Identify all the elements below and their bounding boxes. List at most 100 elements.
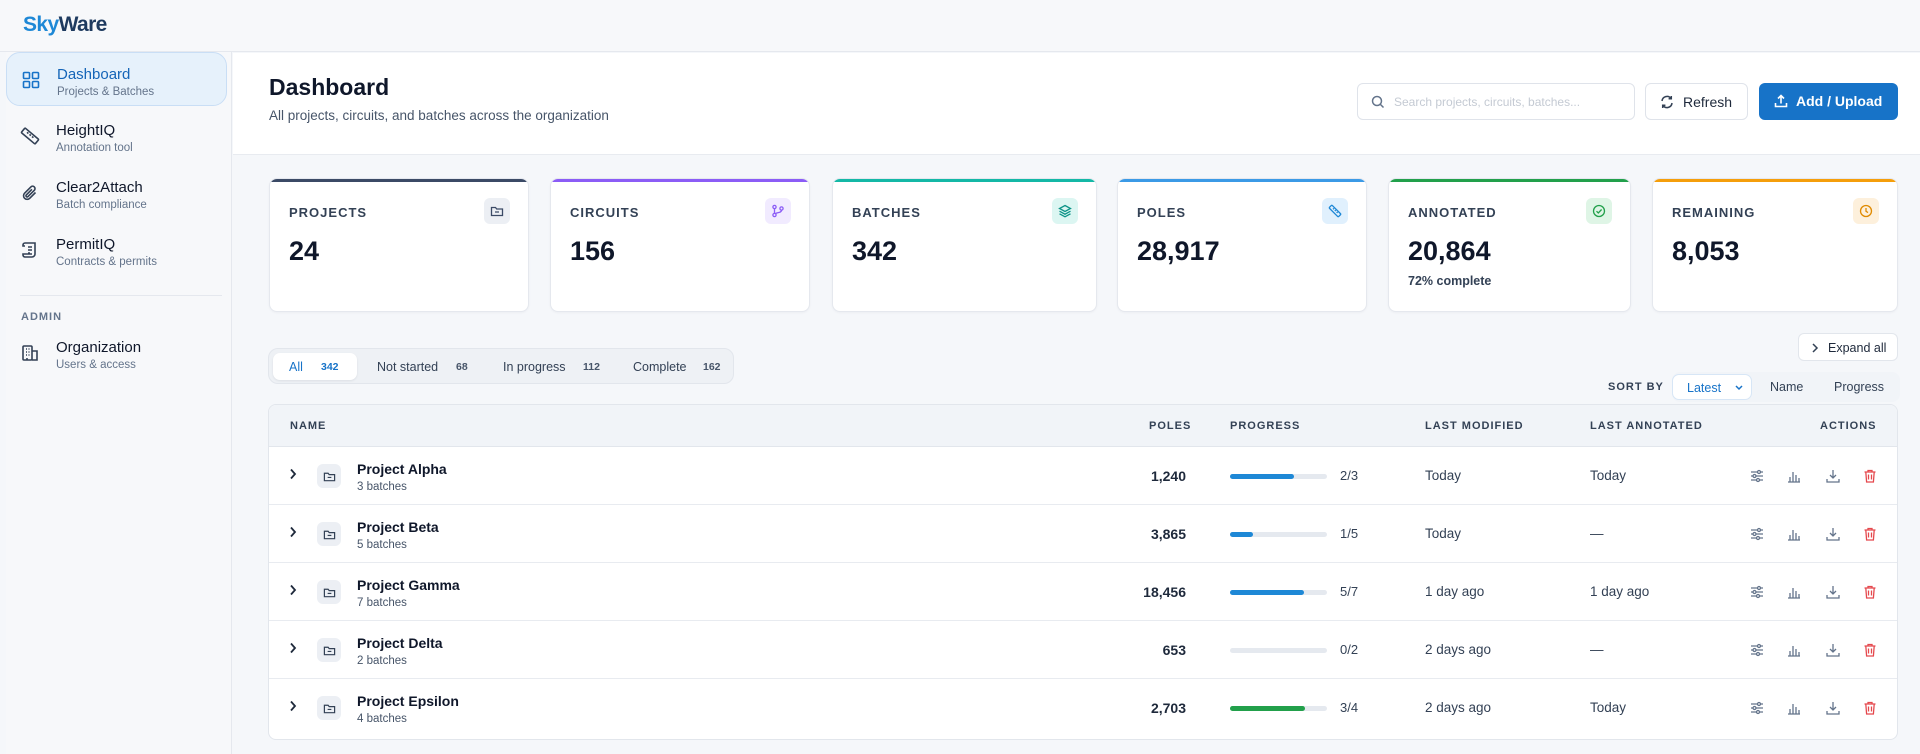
sidebar-item-permitiq[interactable]: PermitIQ Contracts & permits xyxy=(6,223,227,277)
project-name[interactable]: Project Gamma xyxy=(357,577,460,593)
sidebar-item-title: Organization xyxy=(56,339,142,356)
sidebar-item-title: Clear2Attach xyxy=(56,179,143,196)
sidebar-item-dashboard[interactable]: Dashboard Projects & Batches xyxy=(6,52,227,106)
trash-icon[interactable] xyxy=(1862,526,1878,542)
bar-chart-icon[interactable] xyxy=(1786,468,1802,484)
bar-chart-icon[interactable] xyxy=(1786,526,1802,542)
settings-sliders-icon[interactable] xyxy=(1749,468,1765,484)
column-header-last-modified[interactable]: LAST MODIFIED xyxy=(1425,420,1524,432)
filter-tab-complete[interactable]: Complete 162 xyxy=(619,353,729,380)
settings-sliders-icon[interactable] xyxy=(1749,526,1765,542)
table-row[interactable]: Project Alpha 3 batches 1,240 2/3 Today … xyxy=(269,447,1897,505)
project-batch-count: 2 batches xyxy=(357,655,407,667)
sidebar-item-subtitle: Users & access xyxy=(56,359,136,371)
paperclip-icon xyxy=(22,185,37,201)
filter-tab-in-progress[interactable]: In progress 112 xyxy=(491,353,613,380)
chevron-right-icon xyxy=(1812,343,1819,353)
bar-chart-icon[interactable] xyxy=(1786,642,1802,658)
download-icon[interactable] xyxy=(1825,700,1841,716)
sidebar-item-heightiq[interactable]: HeightIQ Annotation tool xyxy=(6,109,227,163)
project-poles: 2,703 xyxy=(1150,700,1186,716)
stat-accent-bar xyxy=(1118,179,1366,182)
search-input[interactable] xyxy=(1394,92,1624,112)
settings-sliders-icon[interactable] xyxy=(1749,700,1765,716)
project-poles: 653 xyxy=(1162,642,1186,658)
expand-row-chevron-icon[interactable] xyxy=(289,584,297,596)
search-box[interactable] xyxy=(1357,83,1635,120)
trash-icon[interactable] xyxy=(1862,700,1878,716)
stat-accent-bar xyxy=(1653,179,1897,182)
settings-sliders-icon[interactable] xyxy=(1749,642,1765,658)
sort-option-latest[interactable]: Latest xyxy=(1672,374,1752,400)
table-row[interactable]: Project Gamma 7 batches 18,456 5/7 1 day… xyxy=(269,563,1897,621)
stat-card-annotated: ANNOTATED 20,864 72% complete xyxy=(1388,178,1631,312)
progress-track xyxy=(1230,474,1327,479)
ruler-icon xyxy=(1322,198,1348,224)
stat-value: 20,864 xyxy=(1408,236,1491,266)
bar-chart-icon[interactable] xyxy=(1786,584,1802,600)
expand-row-chevron-icon[interactable] xyxy=(289,642,297,654)
last-annotated: — xyxy=(1590,526,1604,541)
column-header-last-annotated[interactable]: LAST ANNOTATED xyxy=(1590,420,1703,432)
add-upload-button[interactable]: Add / Upload xyxy=(1759,83,1898,120)
sort-option-label: Latest xyxy=(1687,381,1722,395)
column-header-poles[interactable]: POLES xyxy=(1149,420,1192,432)
project-poles: 18,456 xyxy=(1143,584,1186,600)
bar-chart-icon[interactable] xyxy=(1786,700,1802,716)
stat-value: 342 xyxy=(852,236,898,266)
stat-label: REMAINING xyxy=(1672,205,1756,220)
filter-count: 162 xyxy=(703,361,721,373)
table-row[interactable]: Project Beta 5 batches 3,865 1/5 Today — xyxy=(269,505,1897,563)
skyware-logo[interactable]: SkyWare xyxy=(23,13,107,36)
sort-options: Latest Name Progress xyxy=(1672,372,1900,402)
download-icon[interactable] xyxy=(1825,584,1841,600)
column-header-progress[interactable]: PROGRESS xyxy=(1230,420,1301,432)
column-header-actions: ACTIONS xyxy=(1820,420,1877,432)
expand-all-label: Expand all xyxy=(1828,341,1887,355)
column-header-name[interactable]: NAME xyxy=(290,420,327,432)
projects-table: NAME POLES PROGRESS LAST MODIFIED LAST A… xyxy=(268,404,1898,740)
sort-option-label: Progress xyxy=(1834,380,1885,394)
stat-value: 156 xyxy=(570,236,616,266)
folder-icon xyxy=(317,696,341,720)
trash-icon[interactable] xyxy=(1862,468,1878,484)
page-title: Dashboard xyxy=(269,74,390,100)
settings-sliders-icon[interactable] xyxy=(1749,584,1765,600)
download-icon[interactable] xyxy=(1825,526,1841,542)
sort-option-name[interactable]: Name xyxy=(1758,374,1818,400)
trash-icon[interactable] xyxy=(1862,642,1878,658)
project-name[interactable]: Project Alpha xyxy=(357,461,447,477)
table-row[interactable]: Project Epsilon 4 batches 2,703 3/4 2 da… xyxy=(269,679,1897,737)
expand-all-button[interactable]: Expand all xyxy=(1798,333,1898,361)
refresh-label: Refresh xyxy=(1683,94,1733,110)
progress-fill xyxy=(1230,706,1305,711)
filter-label: Not started xyxy=(377,360,439,374)
project-name[interactable]: Project Delta xyxy=(357,635,443,651)
refresh-icon xyxy=(1661,95,1673,109)
table-row[interactable]: Project Delta 2 batches 653 0/2 2 days a… xyxy=(269,621,1897,679)
status-filter-tabs: All 342 Not started 68 In progress 112 C… xyxy=(268,348,734,384)
expand-row-chevron-icon[interactable] xyxy=(289,526,297,538)
admin-section-label: ADMIN xyxy=(21,311,63,323)
stat-card-circuits: CIRCUITS 156 xyxy=(550,178,810,312)
scroll-icon xyxy=(22,242,36,258)
filter-tab-not-started[interactable]: Not started 68 xyxy=(363,353,485,380)
expand-row-chevron-icon[interactable] xyxy=(289,700,297,712)
check-circle-icon xyxy=(1586,198,1612,224)
project-name[interactable]: Project Beta xyxy=(357,519,439,535)
download-icon[interactable] xyxy=(1825,642,1841,658)
sidebar-item-clear2attach[interactable]: Clear2Attach Batch compliance xyxy=(6,166,227,220)
expand-row-chevron-icon[interactable] xyxy=(289,468,297,480)
download-icon[interactable] xyxy=(1825,468,1841,484)
sort-option-progress[interactable]: Progress xyxy=(1822,374,1898,400)
sort-option-label: Name xyxy=(1770,380,1804,394)
stat-label: CIRCUITS xyxy=(570,205,640,220)
refresh-button[interactable]: Refresh xyxy=(1645,83,1748,120)
trash-icon[interactable] xyxy=(1862,584,1878,600)
last-modified: 1 day ago xyxy=(1425,584,1485,599)
filter-tab-all[interactable]: All 342 xyxy=(273,353,357,380)
project-batch-count: 7 batches xyxy=(357,597,407,609)
project-name[interactable]: Project Epsilon xyxy=(357,693,459,709)
sidebar-item-organization[interactable]: Organization Users & access xyxy=(6,326,227,380)
stat-label: BATCHES xyxy=(852,205,921,220)
